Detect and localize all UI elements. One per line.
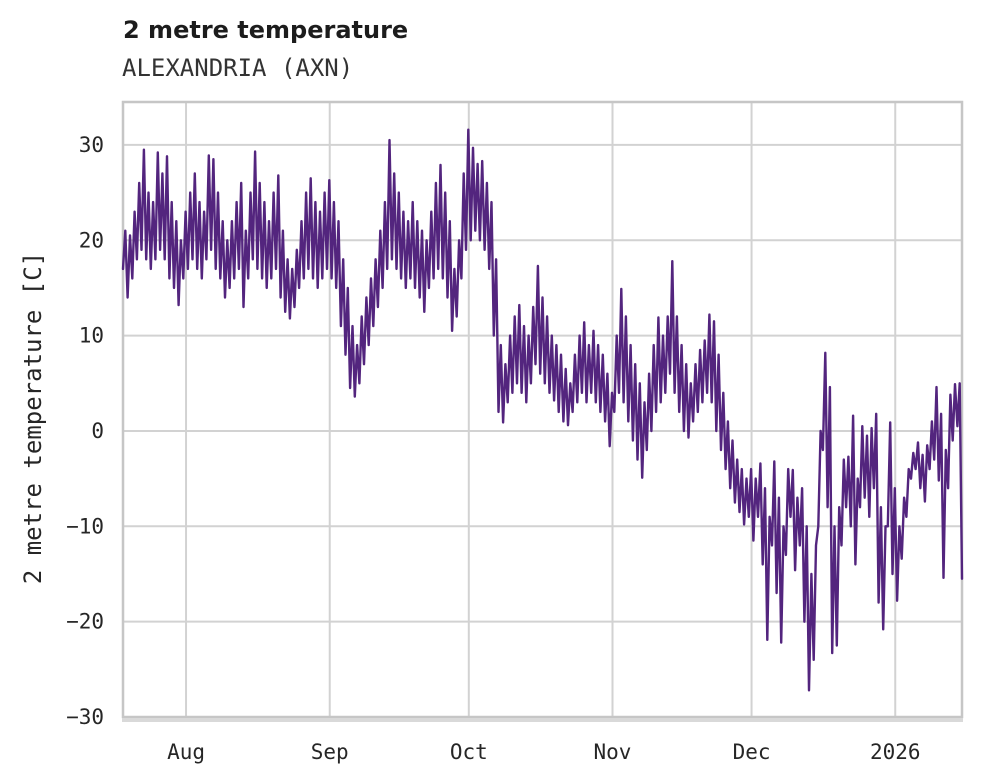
y-tick-label: 0 [91, 419, 104, 443]
x-tick-label: Sep [311, 740, 349, 764]
chart-title: 2 metre temperature [123, 16, 409, 44]
y-tick-label: 20 [79, 228, 104, 252]
x-tick-label: Aug [167, 740, 205, 764]
y-tick-label: −20 [66, 610, 104, 634]
x-tick-label: Nov [594, 740, 632, 764]
x-tick-label: Dec [733, 740, 771, 764]
y-tick-label: −30 [66, 705, 104, 729]
y-tick-label: 30 [79, 133, 104, 157]
x-tick-label: 2026 [870, 740, 921, 764]
temperature-line [121, 128, 964, 692]
plot-frame [121, 100, 964, 719]
y-tick-label: 10 [79, 324, 104, 348]
y-tick-label: −10 [66, 514, 104, 538]
x-tick-label: Oct [450, 740, 488, 764]
chart-subtitle: ALEXANDRIA (AXN) [122, 54, 354, 82]
